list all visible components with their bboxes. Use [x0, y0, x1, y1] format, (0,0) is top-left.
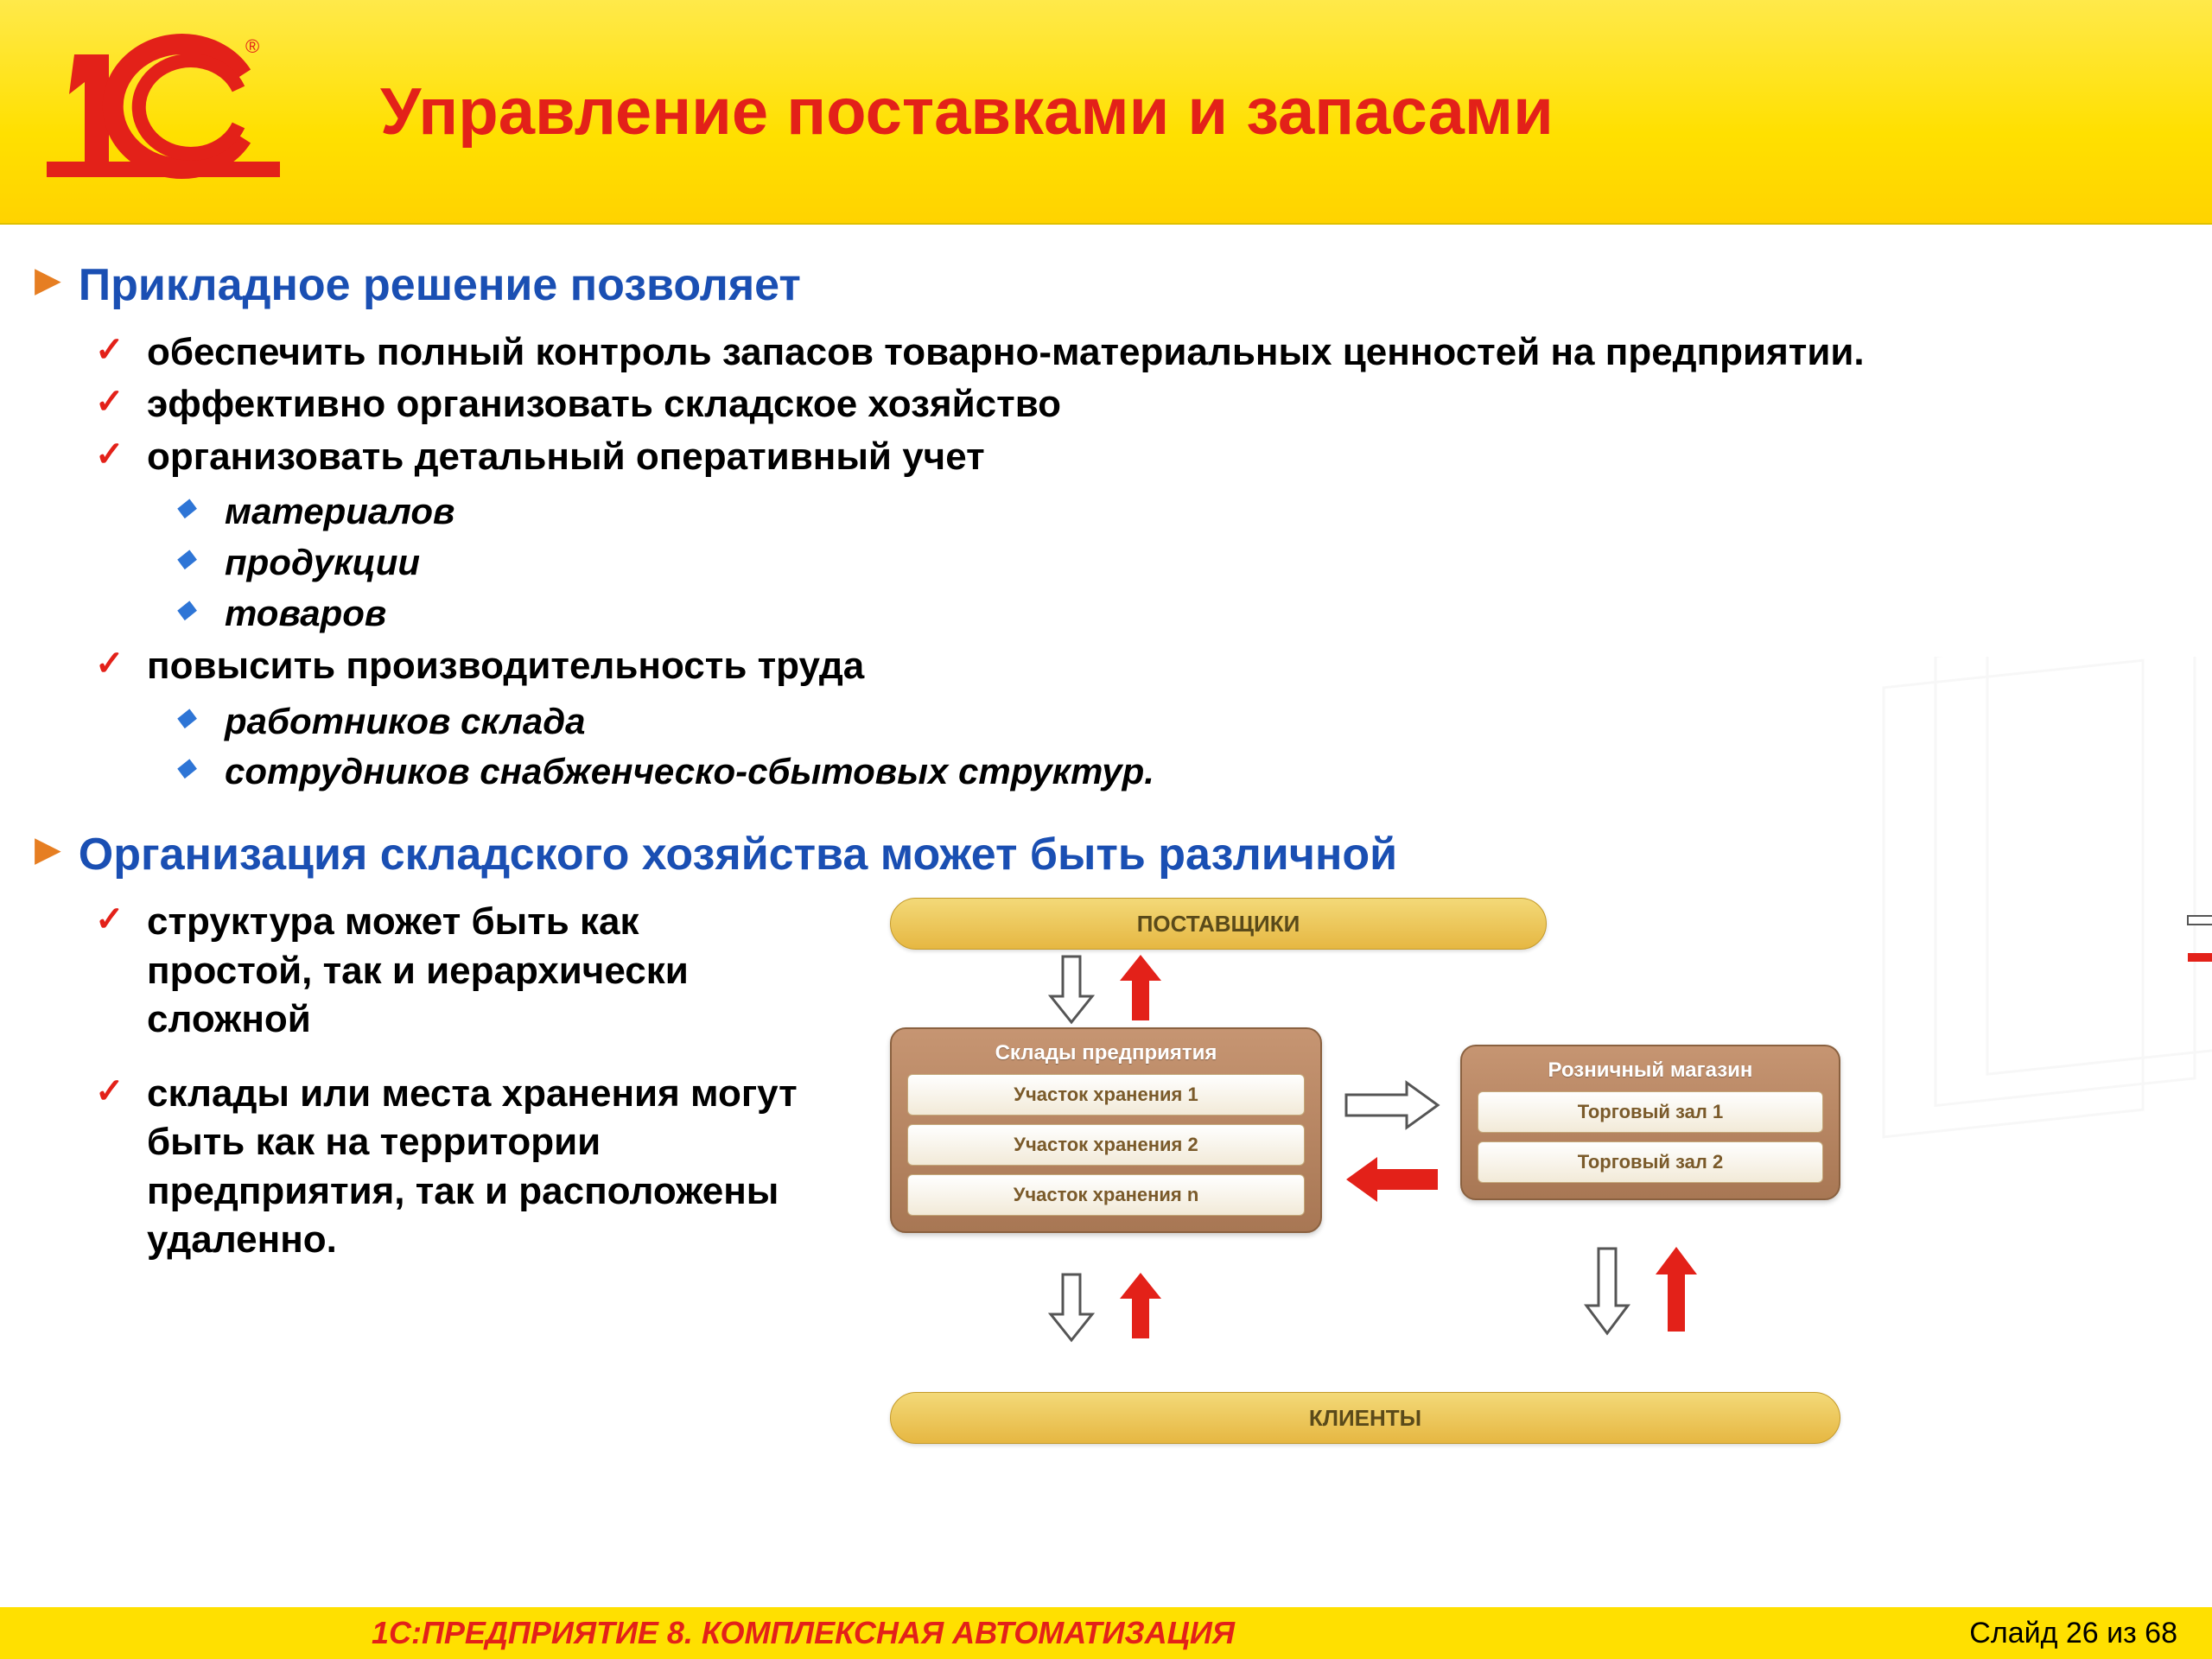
check-item: обеспечить полный контроль запасов товар…: [147, 328, 2177, 377]
warehouse-diagram: ПОСТАВЩИКИ Склады предприятия Участок хр…: [847, 898, 2177, 1451]
retail-panel-title: Розничный магазин: [1548, 1058, 1753, 1083]
footer-product: 1С:ПРЕДПРИЯТИЕ 8. КОМПЛЕКСНАЯ АВТОМАТИЗА…: [372, 1615, 1235, 1651]
diamond-item: работников склада: [225, 696, 2177, 747]
check-item: организовать детальный оперативный учет …: [147, 433, 2177, 639]
arrow-down-icon: [1581, 1243, 1633, 1338]
arrow-left-icon: [1339, 1154, 1443, 1205]
section-1-list: обеспечить полный контроль запасов товар…: [35, 328, 2177, 798]
storage-slot: Участок хранения 1: [907, 1074, 1305, 1116]
arrow-bullet-icon: ▶: [35, 832, 61, 867]
arrow-up-icon: [1650, 1243, 1702, 1338]
logo-1c: ®: [35, 32, 294, 192]
hall-slot: Торговый зал 1: [1478, 1091, 1823, 1133]
diamond-item: материалов: [225, 486, 2177, 537]
arrow-down-icon: [1046, 951, 1097, 1026]
warehouse-panel: Склады предприятия Участок хранения 1 Уч…: [890, 1027, 1322, 1233]
storage-slot: Участок хранения n: [907, 1174, 1305, 1216]
section-1: ▶ Прикладное решение позволяет обеспечит…: [35, 259, 2177, 798]
warehouse-panel-title: Склады предприятия: [995, 1041, 1217, 1065]
slide: ® Управление поставками и запасами: [0, 0, 2212, 1659]
diamond-item: сотрудников снабженческо-сбытовых структ…: [225, 747, 2177, 798]
diamond-item: товаров: [225, 588, 2177, 639]
footer: 1С:ПРЕДПРИЯТИЕ 8. КОМПЛЕКСНАЯ АВТОМАТИЗА…: [0, 1607, 2212, 1659]
section-2: ▶ Организация складского хозяйства может…: [35, 829, 2177, 1451]
content: ▶ Прикладное решение позволяет обеспечит…: [0, 225, 2212, 1451]
suppliers-pill: ПОСТАВЩИКИ: [890, 898, 1547, 950]
check-item: эффективно организовать складское хозяйс…: [147, 380, 2177, 429]
arrow-up-icon: [1115, 951, 1166, 1026]
section-2-title: Организация складского хозяйства может б…: [79, 829, 1397, 880]
retail-panel: Розничный магазин Торговый зал 1 Торговы…: [1460, 1045, 1840, 1200]
check-item: структура может быть как простой, так и …: [147, 898, 812, 1044]
slide-title: Управление поставками и запасами: [380, 74, 1554, 149]
storage-slot: Участок хранения 2: [907, 1124, 1305, 1166]
arrow-right-icon: [1339, 1079, 1443, 1131]
arrow-right-icon: [2186, 908, 2212, 932]
check-item: повысить производительность труда работн…: [147, 642, 2177, 798]
diamond-item: продукции: [225, 537, 2177, 588]
hall-slot: Торговый зал 2: [1478, 1141, 1823, 1183]
footer-page: Слайд 26 из 68: [1969, 1617, 2177, 1650]
clients-pill: КЛИЕНТЫ: [890, 1392, 1840, 1444]
check-item: склады или места хранения могут быть как…: [147, 1070, 812, 1264]
svg-text:®: ®: [245, 35, 259, 57]
arrow-right-icon: [2186, 945, 2212, 969]
header: ® Управление поставками и запасами: [0, 0, 2212, 225]
section-2-body: структура может быть как простой, так и …: [35, 898, 2177, 1451]
diagram-legend: ПОСТАВКА ТМЦ ВОЗВРАТ ТМЦ: [2186, 906, 2212, 981]
arrow-down-icon: [1046, 1269, 1097, 1344]
section-1-title: Прикладное решение позволяет: [79, 259, 801, 311]
arrow-up-icon: [1115, 1269, 1166, 1344]
arrow-bullet-icon: ▶: [35, 263, 61, 297]
